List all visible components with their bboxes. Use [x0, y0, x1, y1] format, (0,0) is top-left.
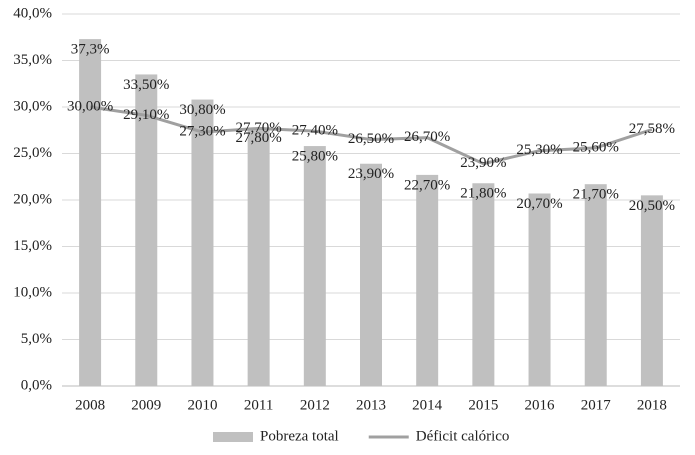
- bar: [191, 99, 214, 386]
- data-label: 21,70%: [573, 187, 619, 203]
- data-label: 22,70%: [404, 177, 450, 193]
- y-tick-label: 30,0%: [13, 98, 52, 114]
- data-label: 27,58%: [629, 121, 675, 137]
- data-label: 29,10%: [123, 107, 169, 123]
- bar: [472, 183, 495, 386]
- data-label: 23,90%: [460, 155, 506, 171]
- data-label: 25,30%: [516, 142, 562, 158]
- y-tick-label: 25,0%: [13, 145, 52, 161]
- y-tick-label: 35,0%: [13, 52, 52, 68]
- data-label: 33,50%: [123, 77, 169, 93]
- data-label: 25,60%: [573, 139, 619, 155]
- bar: [640, 195, 663, 386]
- x-tick-label: 2013: [356, 397, 386, 413]
- data-label: 25,80%: [292, 148, 338, 164]
- y-tick-label: 0,0%: [21, 377, 52, 393]
- x-tick-label: 2016: [525, 397, 556, 413]
- data-label: 30,00%: [67, 98, 113, 114]
- data-label: 26,70%: [404, 129, 450, 145]
- legend-label: Déficit calórico: [416, 428, 510, 444]
- x-tick-label: 2018: [637, 397, 667, 413]
- x-tick-label: 2011: [244, 397, 273, 413]
- x-tick-label: 2008: [75, 397, 105, 413]
- y-tick-label: 10,0%: [13, 284, 52, 300]
- y-tick-label: 5,0%: [21, 331, 52, 347]
- bar: [528, 193, 551, 386]
- bar: [584, 184, 607, 386]
- bar: [135, 74, 158, 386]
- y-tick-label: 20,0%: [13, 191, 52, 207]
- y-tick-label: 15,0%: [13, 238, 52, 254]
- x-tick-label: 2017: [581, 397, 612, 413]
- line: [89, 105, 653, 166]
- data-label: 20,50%: [629, 198, 675, 214]
- legend-label: Pobreza total: [260, 428, 339, 444]
- data-label: 23,90%: [348, 166, 394, 182]
- x-tick-label: 2015: [468, 397, 498, 413]
- data-label: 27,70%: [236, 120, 282, 136]
- bar: [416, 174, 439, 386]
- bar: [303, 146, 326, 386]
- data-label: 27,40%: [292, 123, 338, 139]
- bar: [79, 39, 102, 387]
- legend-swatch: [213, 432, 253, 442]
- x-tick-label: 2012: [300, 397, 330, 413]
- x-tick-label: 2014: [412, 397, 443, 413]
- data-label: 21,80%: [460, 186, 506, 202]
- bar: [247, 127, 270, 387]
- y-tick-label: 40,0%: [13, 5, 52, 21]
- x-tick-label: 2009: [131, 397, 161, 413]
- data-label: 37,3%: [71, 42, 110, 58]
- data-label: 27,80%: [236, 130, 282, 146]
- data-label: 20,70%: [516, 196, 562, 212]
- x-tick-label: 2010: [187, 397, 217, 413]
- data-label: 30,80%: [179, 102, 225, 118]
- data-label: 26,50%: [348, 131, 394, 147]
- data-label: 27,30%: [179, 124, 225, 140]
- bar: [360, 163, 382, 386]
